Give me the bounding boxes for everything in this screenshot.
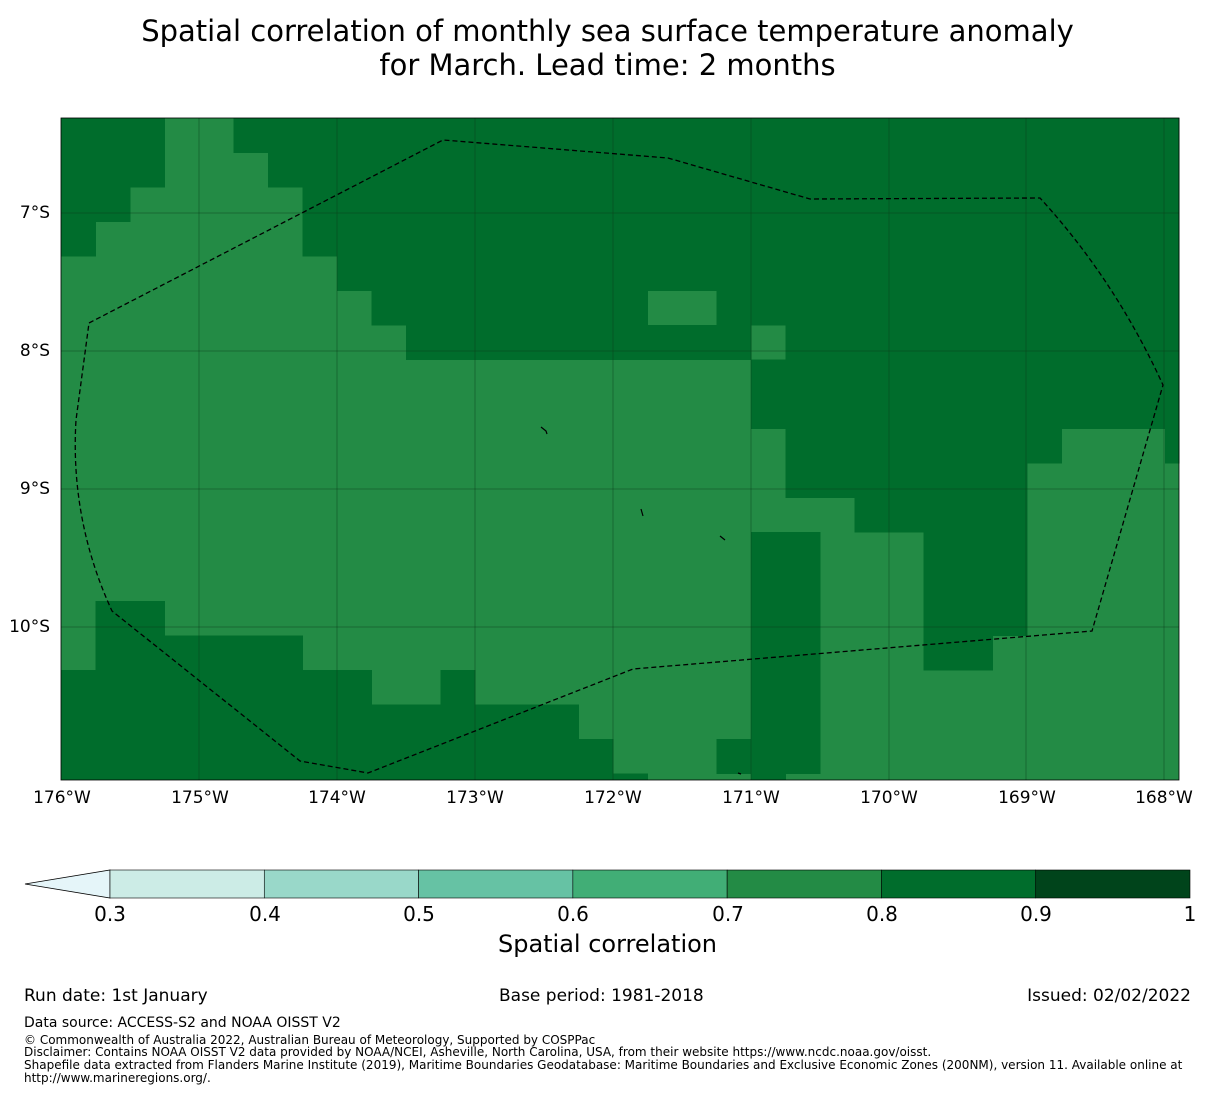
grid-cell-high-correlation bbox=[751, 359, 1180, 395]
grid-cell-high-correlation bbox=[95, 601, 165, 636]
title-line-2: for March. Lead time: 2 months bbox=[379, 48, 836, 82]
correlation-grid bbox=[61, 118, 1180, 780]
lat-label-8s: 8°S bbox=[19, 341, 50, 361]
island-mark bbox=[719, 535, 726, 541]
colorbar-tick: 0.3 bbox=[94, 902, 126, 926]
grid-cell-high-correlation bbox=[440, 670, 476, 705]
grid-cell-high-correlation bbox=[923, 566, 1028, 602]
colorbar-tick: 0.9 bbox=[1020, 902, 1052, 926]
grid-cell-high-correlation bbox=[406, 325, 752, 360]
lon-label-173w: 173°W bbox=[446, 788, 504, 808]
lon-label-169w: 169°W bbox=[998, 788, 1056, 808]
colorbar-segment bbox=[109, 869, 265, 899]
grid-cell-high-correlation bbox=[233, 118, 1180, 153]
colorbar-tick: 0.5 bbox=[403, 902, 435, 926]
grid-cell-high-correlation bbox=[923, 601, 1028, 636]
grid-cell-high-correlation bbox=[61, 704, 579, 740]
island-marks bbox=[540, 426, 742, 775]
grid-cell-high-correlation bbox=[61, 773, 648, 780]
grid-cell-high-correlation bbox=[751, 394, 1180, 429]
grid-cell-high-correlation bbox=[785, 428, 1062, 464]
grid-cell-high-correlation bbox=[751, 635, 821, 671]
disclaimer: Disclaimer: Contains NOAA OISST V2 data … bbox=[24, 1045, 932, 1059]
colorbar-tick: 0.4 bbox=[249, 902, 281, 926]
copyright: © Commonwealth of Australia 2022, Austra… bbox=[24, 1033, 596, 1047]
lon-label-168w: 168°W bbox=[1135, 788, 1193, 808]
lon-label-171w: 171°W bbox=[722, 788, 780, 808]
grid-cell-high-correlation bbox=[302, 187, 1180, 222]
grid-cell-high-correlation bbox=[1165, 428, 1180, 464]
eez-boundary bbox=[74, 139, 1164, 774]
lon-label-174w: 174°W bbox=[308, 788, 366, 808]
grid-cell-high-correlation bbox=[371, 290, 648, 326]
lat-label-7s: 7°S bbox=[19, 203, 50, 223]
grid-cell-high-correlation bbox=[716, 739, 821, 774]
grid-cell-high-correlation bbox=[751, 773, 786, 780]
grid-cell-high-correlation bbox=[923, 532, 1028, 567]
grid-cell-high-correlation bbox=[751, 601, 821, 636]
title-line-1: Spatial correlation of monthly sea surfa… bbox=[141, 14, 1074, 48]
grid-cell-high-correlation bbox=[61, 118, 165, 153]
colorbar-segment bbox=[1035, 869, 1191, 899]
grid-cell-high-correlation bbox=[751, 532, 821, 567]
colorbar-extend-arrow bbox=[24, 869, 111, 899]
colorbar-tick: 0.7 bbox=[712, 902, 744, 926]
lon-label-175w: 175°W bbox=[171, 788, 229, 808]
colorbar-segment bbox=[881, 869, 1037, 899]
colorbar-tick: 0.8 bbox=[866, 902, 898, 926]
issued-date: Issued: 02/02/2022 bbox=[1027, 986, 1191, 1006]
run-date: Run date: 1st January bbox=[24, 986, 208, 1006]
grid-cell-high-correlation bbox=[61, 152, 165, 188]
shapefile-credit: Shapefile data extracted from Flanders M… bbox=[24, 1058, 1183, 1085]
grid-cell-high-correlation bbox=[61, 221, 96, 257]
graticule bbox=[61, 118, 1179, 780]
chart-title: Spatial correlation of monthly sea surfa… bbox=[0, 14, 1215, 82]
base-period: Base period: 1981-2018 bbox=[499, 986, 704, 1006]
map-frame bbox=[60, 117, 1180, 781]
lat-label-9s: 9°S bbox=[19, 479, 50, 499]
colorbar bbox=[24, 869, 1191, 899]
grid-cell-high-correlation bbox=[751, 704, 821, 740]
grid-cell-high-correlation bbox=[268, 152, 1180, 188]
lon-label-176w: 176°W bbox=[33, 788, 91, 808]
grid-cell-high-correlation bbox=[785, 463, 1028, 498]
island-mark bbox=[540, 426, 548, 435]
colorbar-title: Spatial correlation bbox=[497, 930, 718, 958]
lat-label-10s: 10°S bbox=[9, 617, 50, 637]
lon-label-172w: 172°W bbox=[584, 788, 642, 808]
colorbar-tick: 0.6 bbox=[557, 902, 589, 926]
grid-cell-high-correlation bbox=[751, 670, 821, 705]
grid-cell-high-correlation bbox=[854, 497, 1028, 533]
island-mark bbox=[737, 772, 742, 775]
grid-cell-high-correlation bbox=[61, 670, 372, 705]
grid-cell-high-correlation bbox=[302, 221, 1180, 257]
grid-cell-high-correlation bbox=[61, 187, 131, 222]
colorbar-segment bbox=[726, 869, 882, 899]
grid-cell-high-correlation bbox=[785, 325, 1180, 360]
data-source: Data source: ACCESS-S2 and NOAA OISST V2 bbox=[24, 1015, 341, 1031]
lon-label-170w: 170°W bbox=[860, 788, 918, 808]
grid-cell-high-correlation bbox=[751, 566, 821, 602]
colorbar-segment bbox=[263, 869, 419, 899]
colorbar-tick: 1 bbox=[1183, 902, 1197, 926]
island-mark bbox=[640, 508, 644, 517]
grid-cell-high-correlation bbox=[923, 635, 993, 671]
grid-cell-high-correlation bbox=[337, 256, 1180, 291]
colorbar-segment bbox=[418, 869, 574, 899]
grid-cell-high-correlation bbox=[716, 290, 1180, 326]
colorbar-segment bbox=[572, 869, 728, 899]
